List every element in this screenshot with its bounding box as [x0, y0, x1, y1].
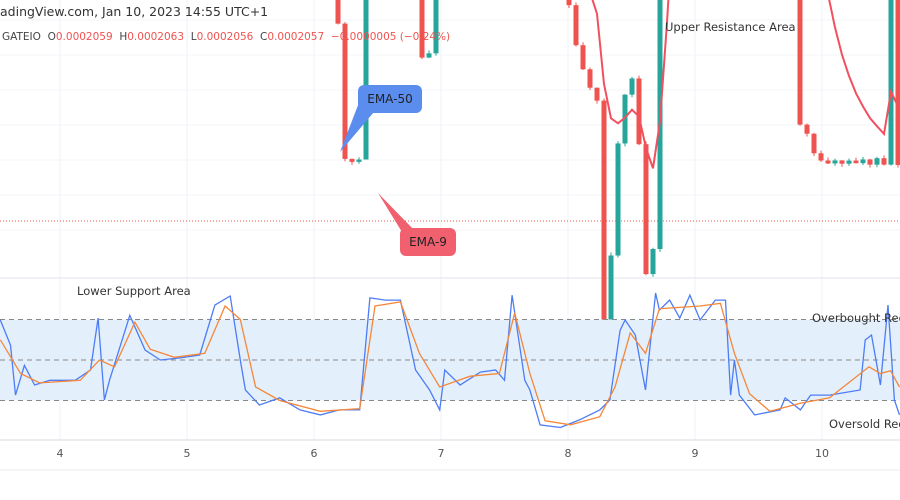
- x-tick-label: 4: [56, 447, 64, 460]
- open-label: O: [47, 31, 56, 43]
- close-label: C: [260, 31, 268, 43]
- ema9-callout-pointer: [378, 193, 416, 232]
- candle-body: [797, 0, 803, 125]
- x-tick-label: 8: [564, 447, 572, 460]
- candle-body: [818, 153, 824, 161]
- candle-body: [888, 0, 894, 165]
- open-value: 0.0002059: [55, 31, 113, 43]
- candle-body: [839, 160, 845, 164]
- ema50-callout-pointer: [340, 100, 374, 152]
- oversold-label: Oversold Reg: [829, 417, 900, 431]
- candle-body: [832, 160, 838, 164]
- ohlc-legend: GATEIO O0.0002059 H0.0002063 L0.0002056 …: [2, 31, 450, 43]
- candle-body: [881, 158, 887, 165]
- candle-body: [419, 0, 425, 58]
- candle-body: [566, 0, 572, 6]
- candle-body: [594, 87, 600, 101]
- candle-body: [342, 23, 348, 159]
- candle-body: [811, 133, 817, 154]
- candle-body: [608, 255, 614, 365]
- chart-header-title: adingView.com, Jan 10, 2023 14:55 UTC+1: [0, 4, 269, 19]
- x-tick-label: 10: [815, 447, 829, 460]
- candle-body: [356, 159, 362, 162]
- candle-body: [433, 0, 439, 54]
- high-value: 0.0002063: [127, 31, 185, 43]
- candle-body: [650, 249, 656, 275]
- candle-body: [601, 100, 607, 365]
- lower-support-label: Lower Support Area: [77, 284, 191, 298]
- candle-body: [825, 160, 831, 164]
- low-value: 0.0002056: [196, 31, 254, 43]
- stoch-k-line: [0, 292, 900, 429]
- candle-body: [867, 159, 873, 165]
- candle-body: [804, 124, 810, 134]
- x-tick-label: 9: [691, 447, 699, 460]
- candle-body: [853, 160, 859, 164]
- high-label: H: [119, 31, 128, 43]
- candle-body: [573, 5, 579, 46]
- change-value: −0.0000005 (−0.24%): [330, 31, 451, 43]
- candle-body: [335, 0, 341, 24]
- candle-body: [363, 0, 369, 160]
- candle-body: [587, 69, 593, 88]
- candle-body: [636, 78, 642, 145]
- ema50-callout[interactable]: EMA-50: [358, 85, 422, 113]
- symbol: GATEIO: [2, 31, 41, 43]
- overbought-label: Overbought Reg: [812, 311, 900, 325]
- stoch-d-line: [0, 301, 900, 426]
- candle-body: [426, 53, 432, 58]
- x-tick-label: 5: [183, 447, 191, 460]
- candle-body: [643, 144, 649, 275]
- ema9-callout[interactable]: EMA-9: [400, 228, 456, 256]
- candle-body: [629, 78, 635, 95]
- close-value: 0.0002057: [267, 31, 325, 43]
- x-tick-label: 6: [310, 447, 318, 460]
- candle-body: [622, 94, 628, 144]
- candle-body: [874, 158, 880, 165]
- candle-body: [349, 158, 355, 162]
- candle-body: [860, 159, 866, 164]
- candle-body: [846, 160, 852, 164]
- candle-body: [895, 0, 900, 165]
- x-tick-label: 7: [437, 447, 445, 460]
- low-label: L: [190, 31, 197, 43]
- upper-resistance-label: Upper Resistance Area: [665, 20, 796, 34]
- candle-body: [615, 143, 621, 256]
- candle-body: [580, 45, 586, 70]
